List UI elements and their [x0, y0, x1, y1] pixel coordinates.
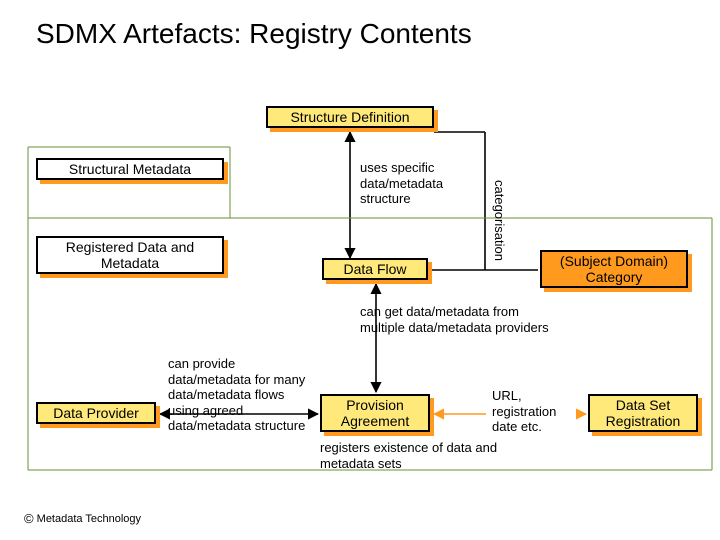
box-label: Structure Definition: [290, 109, 409, 125]
annot-can-provide: can provide data/metadata for many data/…: [168, 356, 318, 434]
slide-page: SDMX Artefacts: Registry Contents Struct…: [0, 0, 720, 540]
box-label: Data Set Registration: [594, 397, 692, 429]
box-label: Provision Agreement: [326, 397, 424, 429]
annot-uses-specific: uses specific data/metadata structure: [360, 160, 480, 207]
annot-registers: registers existence of data and metadata…: [320, 440, 500, 471]
box-category: (Subject Domain) Category: [540, 250, 688, 288]
annot-url-reg: URL, registration date etc.: [492, 388, 582, 435]
box-registered-data: Registered Data and Metadata: [36, 236, 224, 274]
box-label: Data Flow: [343, 261, 406, 277]
footer-credit: © Metadata Technology: [24, 511, 141, 526]
annot-categorisation: categorisation: [492, 180, 507, 261]
box-label: Registered Data and Metadata: [42, 239, 218, 271]
box-label: Structural Metadata: [69, 161, 191, 177]
box-dataset-registration: Data Set Registration: [588, 394, 698, 432]
footer-text: Metadata Technology: [37, 513, 141, 525]
page-title: SDMX Artefacts: Registry Contents: [36, 18, 472, 50]
box-label: (Subject Domain) Category: [546, 253, 682, 285]
box-provision-agreement: Provision Agreement: [320, 394, 430, 432]
box-structural-metadata: Structural Metadata: [36, 158, 224, 180]
box-label: Data Provider: [53, 405, 139, 421]
copyright-icon: ©: [24, 511, 34, 526]
box-data-flow: Data Flow: [322, 258, 428, 280]
box-data-provider: Data Provider: [36, 402, 156, 424]
annot-can-get: can get data/metadata from multiple data…: [360, 304, 550, 335]
box-structure-definition: Structure Definition: [266, 106, 434, 128]
